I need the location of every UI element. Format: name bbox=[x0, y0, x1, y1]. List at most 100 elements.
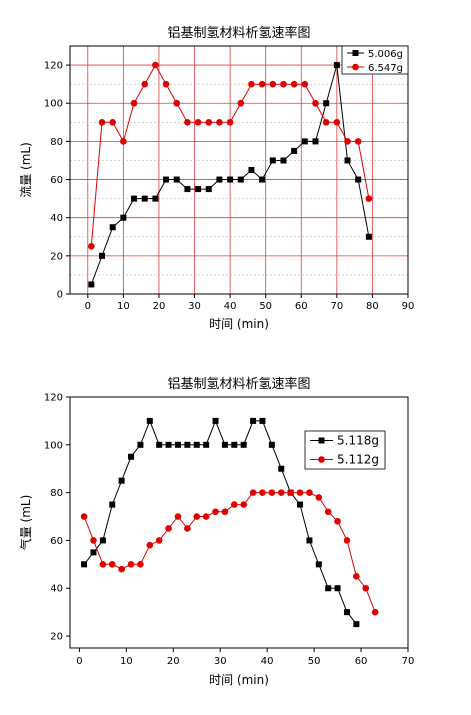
data-point bbox=[163, 176, 170, 183]
y-tick-label: 60 bbox=[50, 175, 63, 186]
data-point bbox=[237, 99, 245, 107]
y-tick-label: 0 bbox=[57, 290, 63, 301]
data-point bbox=[184, 441, 191, 448]
data-point bbox=[202, 513, 210, 520]
y-tick-label: 20 bbox=[50, 632, 63, 643]
data-point bbox=[137, 441, 144, 448]
y-tick-label: 60 bbox=[50, 536, 63, 547]
y-axis-label: 气量 (mL) bbox=[18, 495, 33, 551]
y-tick-label: 120 bbox=[44, 393, 63, 404]
legend-box bbox=[304, 430, 386, 470]
x-axis-label: 时间 (min) bbox=[209, 317, 269, 331]
data-point bbox=[237, 176, 244, 183]
legend-label: 5.118g bbox=[337, 434, 379, 448]
data-point bbox=[141, 80, 149, 88]
data-point bbox=[297, 501, 304, 508]
data-point bbox=[312, 138, 319, 145]
data-point bbox=[118, 477, 125, 484]
data-point bbox=[268, 489, 276, 496]
data-point bbox=[128, 453, 135, 460]
data-point bbox=[99, 252, 106, 259]
data-point bbox=[258, 80, 266, 88]
data-point bbox=[306, 537, 313, 544]
data-point bbox=[249, 489, 257, 496]
data-point bbox=[278, 465, 285, 472]
data-point bbox=[221, 441, 228, 448]
y-tick-label: 80 bbox=[50, 137, 63, 148]
data-point bbox=[296, 489, 304, 496]
y-tick-label: 100 bbox=[44, 440, 63, 451]
data-point bbox=[88, 243, 95, 250]
data-point bbox=[277, 489, 285, 496]
y-axis-label: 流量 (mL) bbox=[19, 142, 33, 198]
series-2 bbox=[88, 61, 373, 250]
x-tick-label: 60 bbox=[355, 656, 368, 667]
data-point bbox=[193, 441, 200, 448]
plot-frame bbox=[69, 396, 409, 649]
data-point bbox=[353, 572, 360, 580]
chart-2: 0 10 20 30 40 50 60 70 20 40 60 80 100 120 铝基制氢材料析氢速率图… bbox=[18, 376, 414, 687]
data-point bbox=[259, 417, 266, 424]
data-point bbox=[280, 157, 287, 164]
data-point bbox=[165, 441, 172, 448]
x-tick-label: 10 bbox=[120, 656, 133, 667]
grid bbox=[70, 46, 409, 295]
data-point bbox=[365, 233, 372, 240]
x-tick-label: 70 bbox=[402, 656, 415, 667]
data-point bbox=[301, 80, 309, 88]
y-tick-label: 120 bbox=[44, 61, 63, 72]
data-point bbox=[343, 537, 351, 544]
data-point bbox=[80, 513, 88, 520]
data-point bbox=[268, 441, 275, 448]
data-point bbox=[226, 119, 234, 126]
data-point bbox=[194, 119, 202, 126]
data-point bbox=[334, 518, 341, 525]
y-tick-label: 40 bbox=[50, 584, 63, 595]
data-point bbox=[173, 176, 180, 183]
legend-marker bbox=[352, 63, 359, 71]
data-point bbox=[323, 100, 330, 107]
data-point bbox=[165, 525, 172, 532]
data-point bbox=[184, 525, 191, 532]
data-point bbox=[162, 80, 170, 88]
data-point bbox=[269, 157, 276, 164]
data-point bbox=[81, 561, 88, 568]
x-tick-label: 0 bbox=[85, 301, 91, 312]
legend: 5.118g 5.112g bbox=[304, 430, 386, 470]
series-2 bbox=[80, 489, 379, 616]
data-point bbox=[231, 441, 238, 448]
data-point bbox=[184, 186, 191, 193]
data-point bbox=[291, 147, 298, 154]
data-point bbox=[109, 224, 116, 231]
data-point bbox=[137, 561, 144, 568]
data-point bbox=[216, 119, 223, 126]
data-point bbox=[174, 441, 181, 448]
legend-marker bbox=[352, 50, 359, 56]
chart-title: 铝基制氢材料析氢速率图 bbox=[167, 376, 310, 392]
data-point bbox=[365, 195, 373, 202]
data-point bbox=[152, 61, 159, 69]
data-point bbox=[88, 281, 95, 288]
data-point bbox=[120, 138, 127, 145]
x-tick-label: 40 bbox=[261, 656, 274, 667]
y-tick-label: 20 bbox=[50, 251, 63, 262]
data-point bbox=[90, 549, 97, 556]
data-point bbox=[146, 541, 154, 549]
data-point bbox=[334, 585, 341, 592]
data-point bbox=[259, 176, 266, 183]
data-point bbox=[333, 119, 341, 126]
data-point bbox=[130, 99, 138, 107]
x-tick-label: 50 bbox=[308, 656, 321, 667]
data-point bbox=[315, 494, 323, 501]
x-tick-label: 40 bbox=[224, 301, 237, 312]
data-point bbox=[108, 561, 116, 568]
data-point bbox=[193, 513, 201, 520]
x-tick-label: 20 bbox=[167, 656, 180, 667]
data-point bbox=[205, 186, 212, 193]
data-point bbox=[109, 501, 116, 508]
data-point bbox=[354, 138, 362, 145]
legend-label: 6.547g bbox=[368, 63, 403, 74]
data-point bbox=[259, 489, 266, 496]
data-point bbox=[269, 80, 277, 88]
